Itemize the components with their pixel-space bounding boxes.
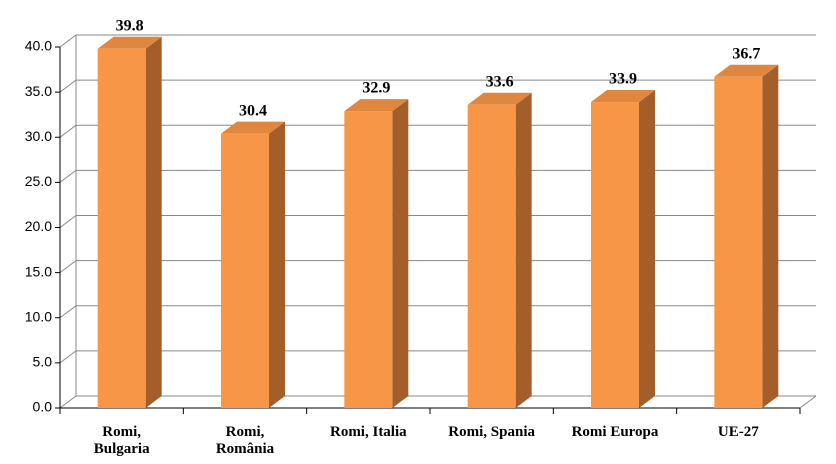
grid-line: [59, 79, 816, 93]
y-tick-label: 10.0: [25, 308, 52, 324]
y-tick-label: 5.0: [33, 354, 53, 370]
y-tick-label: 35.0: [25, 83, 52, 99]
bar: [714, 76, 763, 408]
y-tick-label: 20.0: [25, 218, 52, 234]
x-tick-label: Romi, Spania: [448, 424, 535, 440]
bar: [97, 48, 146, 409]
bar-side: [269, 121, 285, 408]
bar-top: [591, 90, 655, 103]
y-tick-label: 0.0: [33, 399, 53, 415]
bar-top: [344, 99, 409, 112]
value-label: 32.9: [362, 80, 390, 97]
bar-top: [221, 121, 285, 134]
grid-line: [59, 169, 816, 183]
grid-line: [59, 350, 816, 364]
bar-top: [97, 36, 162, 49]
grid-line: [59, 305, 816, 319]
grid-line: [59, 215, 816, 228]
bar-top: [467, 92, 532, 105]
y-tick-label: 40.0: [25, 38, 52, 54]
value-label: 33.6: [486, 73, 514, 90]
bar-side: [762, 64, 779, 408]
grid-line: [59, 395, 816, 409]
bar-side: [639, 90, 655, 409]
y-tick-label: 30.0: [25, 128, 52, 144]
value-label: 33.9: [609, 71, 637, 88]
grid-line: [59, 34, 816, 48]
floor-edge: [799, 395, 817, 409]
value-label: 36.7: [732, 45, 760, 62]
x-tick-label: Romi, Italia: [329, 424, 407, 440]
y-tick-label: 25.0: [25, 173, 52, 189]
value-label: 30.4: [239, 102, 267, 119]
grid-line: [59, 260, 816, 274]
x-tick-label: Romi, Bulgaria: [93, 424, 150, 457]
bar-side: [145, 36, 162, 409]
x-tick-label: Romi Europa: [571, 424, 659, 440]
x-tick-label: Romi, România: [215, 424, 275, 457]
bar-side: [392, 99, 409, 408]
bar-top: [714, 64, 779, 77]
x-tick-label: UE-27: [717, 424, 759, 440]
bar-side: [515, 92, 532, 408]
y-tick-label: 15.0: [25, 263, 52, 279]
bar: [591, 102, 639, 409]
value-label: 39.8: [116, 17, 144, 34]
bar: [344, 111, 393, 408]
grid-line: [59, 124, 816, 138]
bar: [467, 104, 516, 408]
bar: [221, 133, 269, 408]
